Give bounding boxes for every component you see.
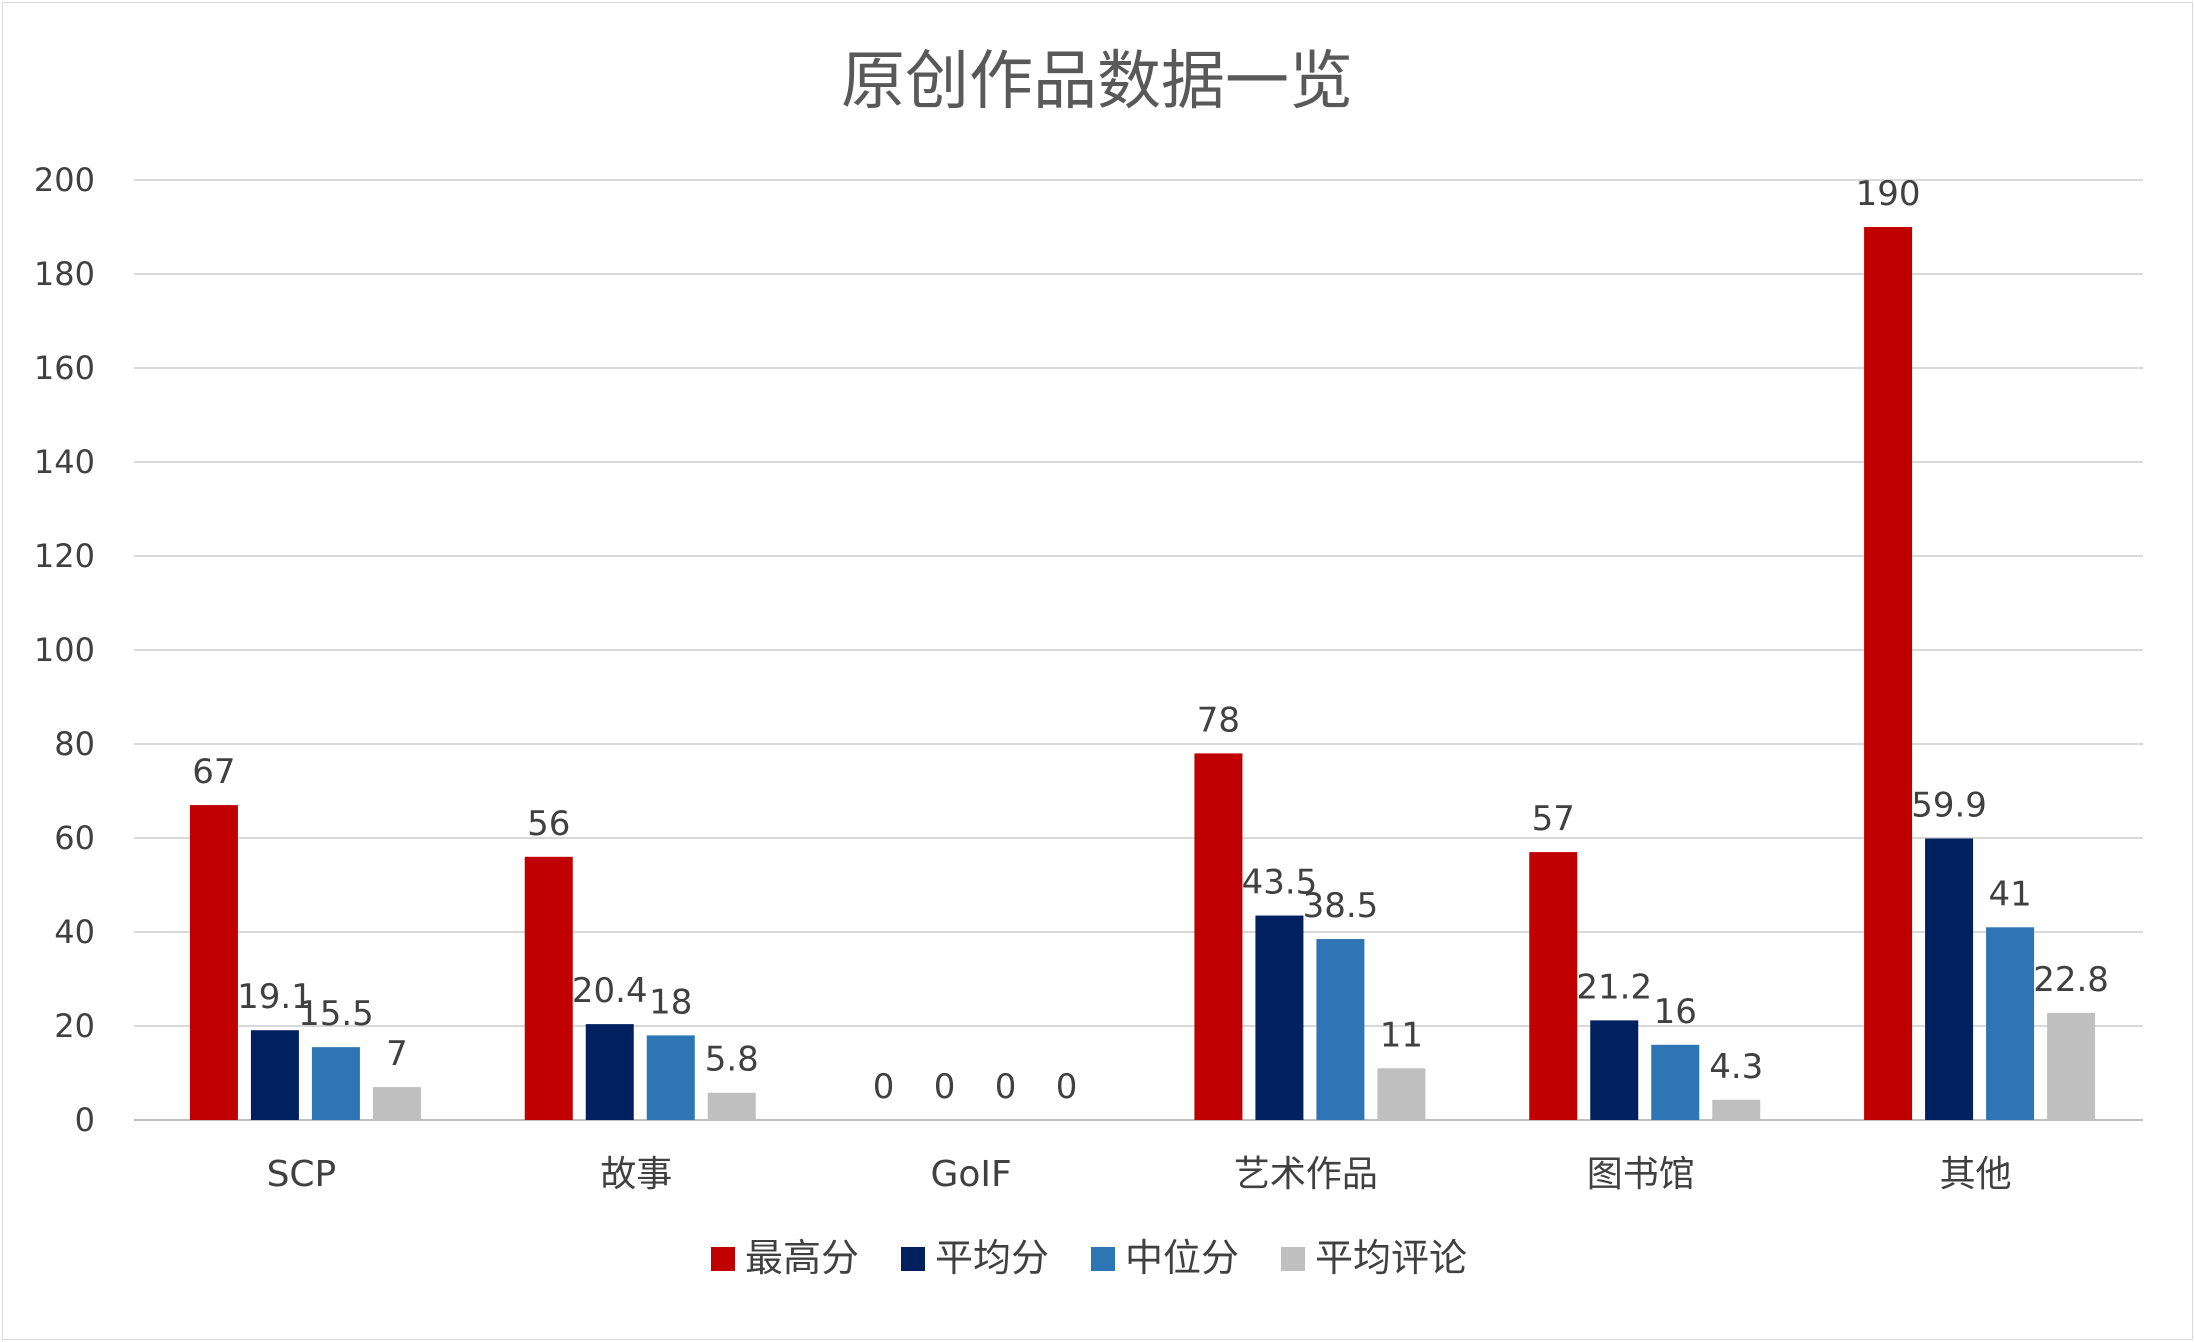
y-tick-label: 200 — [34, 161, 95, 199]
chart-title: 原创作品数据一览 — [841, 45, 1353, 119]
data-label: 19.1 — [237, 977, 313, 1017]
legend-swatch — [1091, 1247, 1115, 1271]
x-tick-label: 图书馆 — [1587, 1154, 1695, 1195]
bar — [1529, 852, 1578, 1120]
data-label: 16 — [1654, 992, 1697, 1032]
data-label: 56 — [527, 804, 570, 844]
data-label: 0 — [1056, 1067, 1078, 1107]
x-axis-ticks: SCP 故事 GoIF 艺术作品 图书馆 其他 — [267, 1154, 2012, 1195]
bar — [372, 1087, 421, 1120]
data-label: 11 — [1380, 1015, 1423, 1055]
bar — [524, 856, 573, 1120]
y-tick-label: 140 — [34, 443, 95, 481]
bar — [707, 1092, 756, 1120]
bar — [1316, 939, 1365, 1120]
y-tick-label: 40 — [54, 913, 95, 951]
bar — [1590, 1020, 1639, 1120]
data-label: 20.4 — [572, 971, 648, 1011]
bars — [189, 227, 2096, 1120]
bar — [2047, 1012, 2096, 1120]
x-tick-label: GoIF — [930, 1154, 1011, 1195]
bar — [1864, 227, 1913, 1120]
legend-swatch — [711, 1247, 735, 1271]
data-label: 4.3 — [1709, 1047, 1763, 1087]
data-label: 38.5 — [1303, 886, 1379, 926]
bar — [1377, 1068, 1426, 1120]
y-tick-label: 180 — [34, 255, 95, 293]
bar — [189, 805, 238, 1120]
data-label: 5.8 — [705, 1040, 759, 1080]
legend-label: 最高分 — [745, 1236, 859, 1280]
y-tick-label: 0 — [75, 1101, 95, 1139]
data-label: 78 — [1197, 700, 1240, 740]
x-tick-label: 艺术作品 — [1234, 1154, 1378, 1195]
data-label: 41 — [1988, 874, 2031, 914]
data-label: 7 — [386, 1034, 408, 1074]
data-label: 22.8 — [2033, 960, 2109, 1000]
y-tick-label: 80 — [54, 725, 95, 763]
data-label: 59.9 — [1911, 785, 1987, 825]
data-label: 190 — [1856, 174, 1921, 214]
data-label: 43.5 — [1242, 863, 1318, 903]
y-tick-label: 20 — [54, 1007, 95, 1045]
bar — [250, 1030, 299, 1120]
bar — [1986, 927, 2035, 1120]
data-label: 15.5 — [298, 994, 374, 1034]
bar — [1712, 1099, 1761, 1120]
bar — [1925, 838, 1974, 1120]
data-label: 18 — [649, 982, 692, 1022]
data-label: 21.2 — [1576, 967, 1652, 1007]
legend-label: 平均评论 — [1315, 1236, 1467, 1280]
bar — [1651, 1044, 1700, 1120]
y-tick-label: 100 — [34, 631, 95, 669]
data-label: 57 — [1532, 799, 1575, 839]
x-tick-label: SCP — [267, 1154, 337, 1195]
legend-swatch — [901, 1247, 925, 1271]
data-label: 67 — [192, 752, 235, 792]
bar — [1255, 915, 1304, 1120]
y-tick-label: 60 — [54, 819, 95, 857]
bar — [1194, 753, 1243, 1120]
x-tick-label: 其他 — [1940, 1154, 2012, 1195]
legend: 最高分 平均分 中位分 平均评论 — [711, 1236, 1467, 1280]
gridlines — [134, 179, 2143, 1121]
legend-label: 平均分 — [935, 1236, 1049, 1280]
bar — [311, 1047, 360, 1120]
data-label: 0 — [934, 1067, 956, 1107]
data-label: 0 — [873, 1067, 895, 1107]
y-tick-label: 120 — [34, 537, 95, 575]
legend-label: 中位分 — [1125, 1236, 1239, 1280]
data-label: 0 — [995, 1067, 1017, 1107]
bar — [646, 1035, 695, 1120]
legend-swatch — [1281, 1247, 1305, 1271]
bar — [585, 1024, 634, 1120]
y-axis-ticks: 0 20 40 60 80 100 120 140 160 180 200 — [34, 161, 95, 1139]
y-tick-label: 160 — [34, 349, 95, 387]
x-tick-label: 故事 — [600, 1154, 672, 1195]
